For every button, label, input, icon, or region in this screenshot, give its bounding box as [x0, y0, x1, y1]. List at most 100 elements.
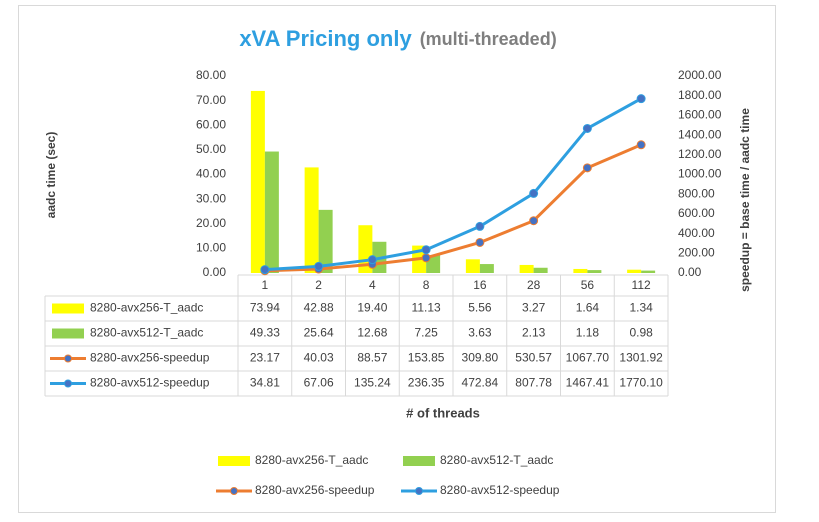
y2-tick-label: 600.00 — [678, 206, 715, 220]
x-tick-label: 112 — [632, 278, 651, 292]
table-cell: 1067.70 — [566, 351, 610, 365]
bar — [641, 270, 656, 273]
x-tick-label: 8 — [423, 278, 430, 292]
table-cell: 1.34 — [629, 301, 653, 315]
bar — [627, 269, 642, 273]
subtitle: (multi-threaded) — [420, 29, 557, 49]
table-cell: 25.64 — [304, 326, 334, 340]
table-cell: 7.25 — [414, 326, 438, 340]
table-cell: 3.63 — [468, 326, 492, 340]
table-cell: 34.81 — [250, 376, 280, 390]
x-tick-label: 56 — [581, 278, 595, 292]
x-tick-label: 16 — [473, 278, 487, 292]
line-marker — [421, 245, 431, 255]
table-cell: 309.80 — [462, 351, 499, 365]
line-marker — [636, 140, 646, 150]
table-cell: 23.17 — [250, 351, 280, 365]
bar — [304, 167, 319, 273]
bar — [479, 264, 494, 273]
y2-axis-title: speedup = base time / aadc time — [738, 108, 752, 292]
legend-label: 8280-avx512-speedup — [440, 483, 560, 497]
y2-tick-label: 1200.00 — [678, 147, 722, 161]
legend-key — [230, 487, 238, 495]
legend-label: 8280-avx512-T_aadc — [440, 453, 553, 467]
legend-key — [415, 487, 423, 495]
bar — [533, 267, 548, 273]
table-cell: 135.24 — [354, 376, 391, 390]
table-cell: 153.85 — [408, 351, 445, 365]
legend-key — [403, 456, 435, 466]
legend-label: 8280-avx256-T_aadc — [255, 453, 368, 467]
y2-tick-label: 2000.00 — [678, 68, 722, 82]
y2-tick-label: 1000.00 — [678, 167, 722, 181]
table-cell: 3.27 — [522, 301, 546, 315]
y-tick-label: 70.00 — [196, 93, 226, 107]
table-cell: 49.33 — [250, 326, 280, 340]
bar — [573, 268, 588, 273]
y-tick-label: 30.00 — [196, 191, 226, 205]
table-cell: 19.40 — [357, 301, 387, 315]
legend-label: 8280-avx256-speedup — [255, 483, 375, 497]
line-marker — [367, 255, 377, 265]
table-legend-key — [52, 303, 84, 314]
y-tick-label: 80.00 — [196, 68, 226, 82]
y2-tick-label: 0.00 — [678, 265, 702, 279]
table-cell: 88.57 — [357, 351, 387, 365]
table-cell: 1770.10 — [619, 376, 663, 390]
bar — [465, 259, 480, 273]
y2-tick-label: 400.00 — [678, 226, 715, 240]
table-cell: 11.13 — [412, 301, 441, 315]
x-tick-label: 4 — [369, 278, 376, 292]
y2-tick-label: 800.00 — [678, 186, 715, 200]
line-marker — [314, 261, 324, 271]
table-cell: 1.64 — [576, 301, 600, 315]
line-marker — [636, 94, 646, 104]
title: xVA Pricing only — [239, 26, 412, 51]
table-cell: 0.98 — [629, 326, 653, 340]
y-tick-label: 10.00 — [196, 241, 226, 255]
table-cell: 12.68 — [357, 326, 387, 340]
table-cell: 472.84 — [462, 376, 499, 390]
bar — [587, 270, 602, 273]
table-series-name: 8280-avx512-T_aadc — [90, 326, 203, 340]
table-cell: 42.88 — [304, 301, 334, 315]
y2-tick-label: 1800.00 — [678, 88, 722, 102]
line-marker — [475, 221, 485, 231]
x-tick-label: 2 — [315, 278, 322, 292]
table-legend-key — [52, 328, 84, 339]
line-marker — [475, 237, 485, 247]
line-marker — [582, 123, 592, 133]
table-cell: 5.56 — [468, 301, 492, 315]
table-legend-key — [64, 354, 72, 363]
table-cell: 530.57 — [515, 351, 552, 365]
chart-border — [18, 5, 776, 513]
x-axis-title: # of threads — [406, 405, 480, 420]
legend-key — [218, 456, 250, 466]
bar — [264, 151, 279, 273]
table-cell: 2.13 — [522, 326, 546, 340]
y2-tick-label: 1600.00 — [678, 108, 722, 122]
table-cell: 73.94 — [250, 301, 280, 315]
y-tick-label: 60.00 — [196, 117, 226, 131]
line — [264, 97, 642, 272]
table-cell: 1467.41 — [566, 376, 610, 390]
y2-tick-label: 200.00 — [678, 245, 715, 259]
table-cell: 236.35 — [408, 376, 445, 390]
line — [264, 143, 642, 273]
table-cell: 1301.92 — [619, 351, 663, 365]
table-cell: 40.03 — [304, 351, 334, 365]
table-series-name: 8280-avx512-speedup — [90, 376, 210, 390]
y-tick-label: 0.00 — [203, 265, 227, 279]
x-tick-label: 28 — [527, 278, 541, 292]
y-tick-label: 20.00 — [196, 216, 226, 230]
y2-tick-label: 1400.00 — [678, 127, 722, 141]
line-marker — [421, 253, 431, 263]
line-marker — [260, 265, 270, 275]
bar — [250, 90, 265, 273]
x-tick-label: 1 — [262, 278, 269, 292]
table-series-name: 8280-avx256-T_aadc — [90, 301, 203, 315]
table-cell: 807.78 — [515, 376, 552, 390]
table-series-name: 8280-avx256-speedup — [90, 351, 210, 365]
bar — [318, 209, 333, 273]
